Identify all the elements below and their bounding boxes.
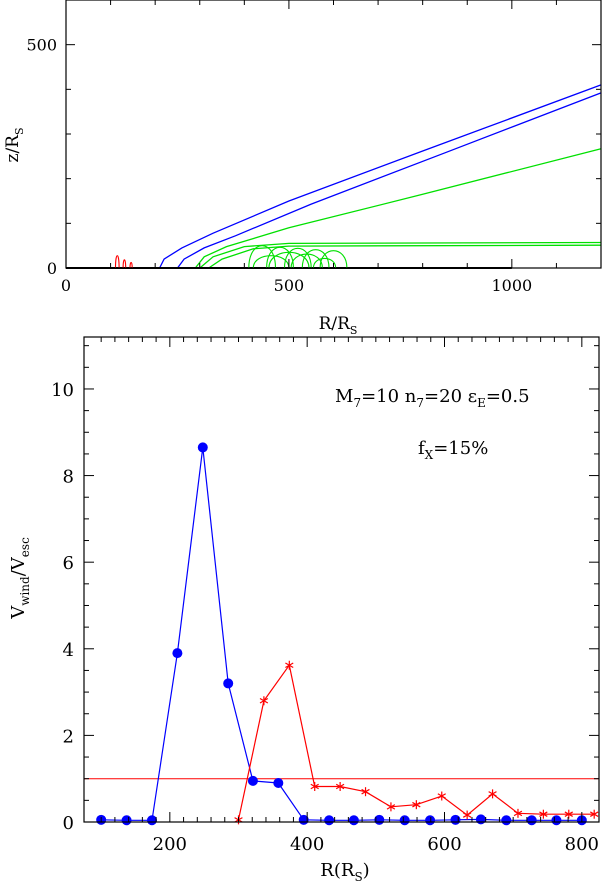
loop-green-8 [268, 251, 310, 269]
loop-green-6 [301, 249, 330, 269]
data-point-red [462, 810, 472, 820]
bottom-y-tick-label: 8 [63, 467, 74, 488]
data-point-blue [324, 815, 335, 826]
data-point-red [335, 781, 345, 791]
bottom-y-tick-label: 0 [63, 813, 74, 834]
bottom-x-tick-label: 800 [565, 834, 599, 855]
bottom-tick-labels: 200 400 600 800 0 2 4 6 8 10 [51, 380, 599, 855]
data-point-red [412, 800, 421, 810]
streamline-green-3 [199, 241, 602, 269]
bottom-y-axis-label: Vwind/Vesc [8, 537, 32, 620]
streamline-green-4 [208, 244, 602, 269]
bottom-ticks [84, 337, 599, 823]
streamline-blue-0 [159, 84, 602, 269]
loop-green-5 [283, 248, 312, 269]
data-point-blue [450, 814, 461, 825]
top-x-axis-label: R/RS [319, 314, 358, 337]
streamline-green-2 [194, 148, 602, 269]
data-point-red [564, 809, 574, 819]
loop-green-10 [252, 255, 290, 269]
top-panel: 0 500 1000 0 500 R/RS z/RS [3, 0, 602, 337]
annotation-parameters: M7=10 n7=20 εE=0.5 [335, 386, 530, 410]
data-point-red [437, 791, 446, 801]
bottom-x-tick-label: 400 [290, 834, 324, 855]
top-y-tick-label: 500 [26, 36, 57, 55]
top-ticks [65, 0, 602, 269]
data-point-red [513, 808, 523, 818]
bottom-y-tick-label: 10 [51, 380, 74, 401]
data-point-blue [172, 648, 183, 659]
data-point-red [589, 809, 599, 819]
bottom-y-tick-label: 6 [63, 553, 74, 574]
data-point-red [539, 809, 548, 819]
data-point-red [361, 787, 370, 797]
data-point-blue [551, 815, 562, 826]
data-point-red [259, 696, 269, 706]
data-point-blue [146, 815, 157, 826]
data-point-red [386, 802, 396, 812]
loop-green-11 [312, 257, 337, 269]
bottom-x-axis-label: R(RS) [320, 860, 369, 884]
bottom-plot-content [84, 442, 599, 826]
data-point-red [285, 660, 294, 670]
annotation-fx: fX=15% [418, 438, 488, 462]
bottom-x-tick-label: 200 [153, 834, 187, 855]
top-x-tick-label: 0 [61, 276, 71, 295]
data-point-red [310, 781, 319, 791]
data-point-blue [273, 778, 284, 789]
data-point-blue [425, 815, 436, 826]
loop-green-3 [248, 245, 277, 269]
data-point-blue [223, 678, 234, 689]
series-line-red [237, 663, 595, 820]
data-point-blue [399, 815, 410, 826]
loop-red-2 [129, 261, 133, 269]
bottom-x-tick-label: 600 [427, 834, 461, 855]
bottom-panel: 200 400 600 800 0 2 4 6 8 10 M7=10 n7=20 εE=0.5 f… [8, 336, 600, 884]
data-point-blue [348, 815, 359, 826]
top-tick-labels: 0 500 1000 0 500 [26, 36, 532, 295]
top-plot-frame [65, 0, 602, 269]
loop-green-9 [290, 253, 323, 269]
data-point-blue [197, 442, 208, 453]
data-point-blue [501, 815, 512, 826]
data-point-blue [121, 815, 132, 826]
loop-red-0 [114, 255, 120, 269]
bottom-plot-frame [83, 336, 600, 823]
top-x-tick-label: 1000 [491, 276, 532, 295]
loop-red-1 [122, 259, 127, 269]
bottom-y-tick-label: 4 [63, 640, 74, 661]
top-x-tick-label: 500 [274, 276, 305, 295]
top-y-axis-label: z/RS [3, 127, 26, 162]
data-point-red [488, 789, 497, 799]
streamline-blue-1 [176, 92, 602, 269]
series-line-blue [101, 447, 582, 821]
data-point-blue [526, 815, 537, 826]
top-plot-content [66, 84, 602, 269]
data-point-blue [475, 814, 486, 825]
top-y-tick-label: 0 [47, 259, 57, 278]
data-point-blue [247, 775, 258, 786]
bottom-y-tick-label: 2 [63, 726, 74, 747]
